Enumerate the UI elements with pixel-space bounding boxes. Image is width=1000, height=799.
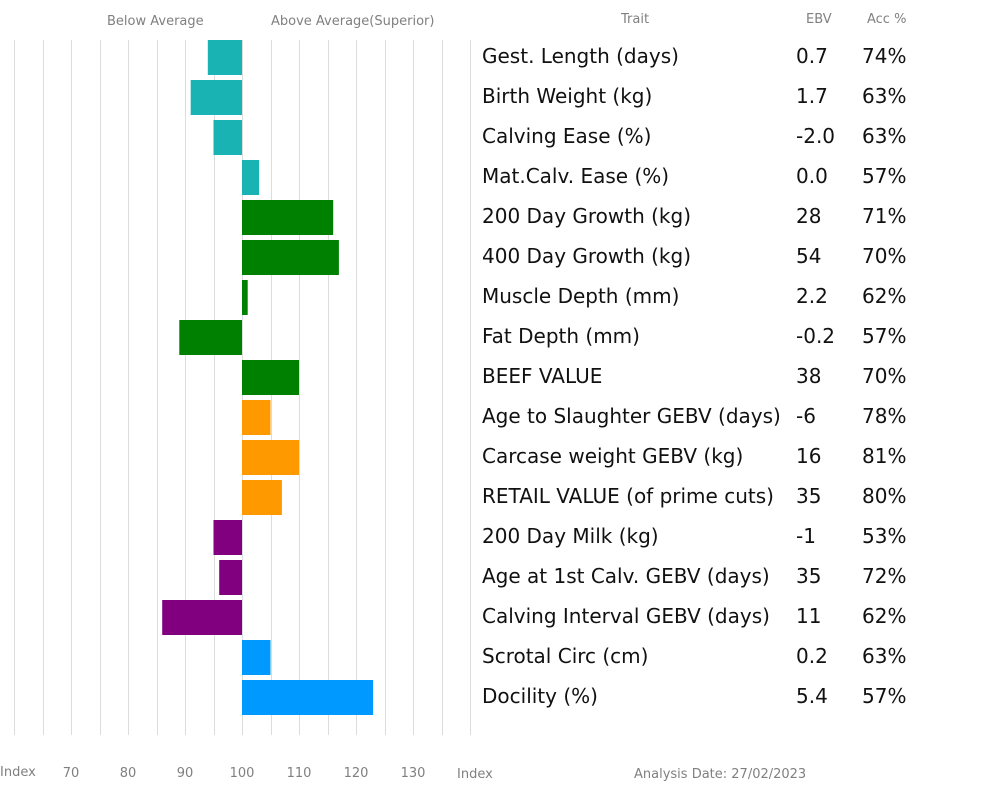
ebv-value: 0.0 <box>796 164 828 188</box>
ebv-value: -6 <box>796 404 816 428</box>
ebv-value: -2.0 <box>796 124 836 148</box>
bar <box>242 280 248 315</box>
ebv-value: 0.7 <box>796 44 828 68</box>
trait-label: RETAIL VALUE (of prime cuts) <box>482 484 774 508</box>
x-tick-label: 110 <box>287 766 312 781</box>
acc-header: Acc % <box>867 12 907 27</box>
trait-label: Gest. Length (days) <box>482 44 679 68</box>
ebv-value: 35 <box>796 484 822 508</box>
trait-label: Docility (%) <box>482 684 598 708</box>
acc-value: 74% <box>862 44 907 68</box>
x-tick-label: 100 <box>230 766 255 781</box>
bar <box>242 680 374 715</box>
x-tick-label: 120 <box>344 766 369 781</box>
acc-value: 62% <box>862 284 907 308</box>
acc-value: 57% <box>862 324 907 348</box>
ebv-value: 38 <box>796 364 822 388</box>
bar <box>179 320 242 355</box>
trait-label: 200 Day Milk (kg) <box>482 524 659 548</box>
acc-value: 78% <box>862 404 907 428</box>
bar <box>242 640 271 675</box>
acc-value: 72% <box>862 564 907 588</box>
trait-label: Calving Ease (%) <box>482 124 652 148</box>
bar <box>242 400 271 435</box>
bar <box>162 600 242 635</box>
trait-label: Fat Depth (mm) <box>482 324 640 348</box>
ebv-value: 0.2 <box>796 644 828 668</box>
index-label-right: Index <box>457 767 493 782</box>
trait-label: Carcase weight GEBV (kg) <box>482 444 744 468</box>
acc-value: 80% <box>862 484 907 508</box>
acc-value: 53% <box>862 524 907 548</box>
bar <box>242 440 299 475</box>
acc-value: 81% <box>862 444 907 468</box>
trait-label: Calving Interval GEBV (days) <box>482 604 770 628</box>
bar <box>213 120 242 155</box>
trait-label: BEEF VALUE <box>482 364 603 388</box>
x-tick-label: 70 <box>63 766 80 781</box>
trait-label: 200 Day Growth (kg) <box>482 204 692 228</box>
ebv-value: -0.2 <box>796 324 836 348</box>
ebv-value: 54 <box>796 244 822 268</box>
trait-label: Birth Weight (kg) <box>482 84 653 108</box>
x-tick-label: 130 <box>401 766 426 781</box>
trait-label: Mat.Calv. Ease (%) <box>482 164 670 188</box>
ebv-header: EBV <box>806 12 832 27</box>
bar <box>207 40 242 75</box>
ebv-value: 1.7 <box>796 84 828 108</box>
acc-value: 71% <box>862 204 907 228</box>
trait-label: Age to Slaughter GEBV (days) <box>482 404 781 428</box>
trait-label: Muscle Depth (mm) <box>482 284 680 308</box>
acc-value: 57% <box>862 684 907 708</box>
ebv-value: 5.4 <box>796 684 828 708</box>
acc-value: 70% <box>862 244 907 268</box>
ebv-value: 11 <box>796 604 822 628</box>
bar <box>213 520 242 555</box>
bar <box>242 480 282 515</box>
ebv-value: 16 <box>796 444 822 468</box>
x-tick-label: 80 <box>120 766 137 781</box>
acc-value: 62% <box>862 604 907 628</box>
acc-value: 63% <box>862 124 907 148</box>
acc-value: 63% <box>862 84 907 108</box>
acc-value: 63% <box>862 644 907 668</box>
above-average-header: Above Average(Superior) <box>271 14 435 29</box>
analysis-date: Analysis Date: 27/02/2023 <box>634 767 807 782</box>
trait-header: Trait <box>621 12 650 27</box>
index-label-left: Index <box>0 765 36 780</box>
ebv-value: 28 <box>796 204 822 228</box>
ebv-value: -1 <box>796 524 816 548</box>
below-average-header: Below Average <box>107 14 204 29</box>
bar <box>190 80 242 115</box>
acc-value: 70% <box>862 364 907 388</box>
acc-value: 57% <box>862 164 907 188</box>
ebv-value: 35 <box>796 564 822 588</box>
bar <box>242 200 334 235</box>
bar <box>242 240 339 275</box>
x-tick-label: 90 <box>177 766 194 781</box>
ebv-value: 2.2 <box>796 284 828 308</box>
ebv-bar-chart: 70 80 90 100 110 120 130 <box>14 40 471 781</box>
bar <box>242 160 260 195</box>
bar <box>219 560 242 595</box>
bar <box>242 360 299 395</box>
trait-label: 400 Day Growth (kg) <box>482 244 692 268</box>
trait-label: Scrotal Circ (cm) <box>482 644 649 668</box>
trait-label: Age at 1st Calv. GEBV (days) <box>482 564 770 588</box>
